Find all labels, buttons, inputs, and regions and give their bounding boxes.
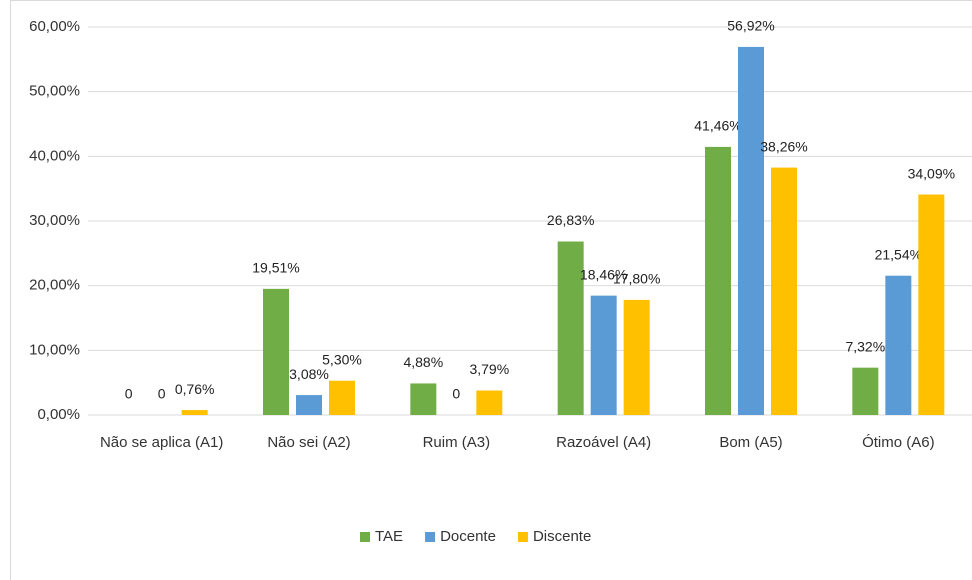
bar xyxy=(263,288,289,415)
data-label: 21,54% xyxy=(875,246,922,262)
y-tick-label: 10,00% xyxy=(29,341,80,358)
legend-swatch xyxy=(517,532,528,542)
data-label: 0 xyxy=(452,386,460,402)
bar xyxy=(623,299,650,415)
data-label: 5,30% xyxy=(322,351,362,367)
data-label: 56,92% xyxy=(727,18,774,34)
bar xyxy=(771,167,797,415)
bar xyxy=(738,46,764,416)
y-tick-label: 50,00% xyxy=(29,83,80,100)
y-tick-label: 60,00% xyxy=(29,18,80,35)
x-tick-label: Ótimo (A6) xyxy=(862,434,935,451)
legend-label: TAE xyxy=(375,528,403,545)
data-label: 3,08% xyxy=(289,366,329,382)
bar xyxy=(476,390,503,415)
y-tick-label: 40,00% xyxy=(29,147,80,164)
data-label: 34,09% xyxy=(908,165,955,181)
bar xyxy=(557,241,584,415)
chart-border xyxy=(10,0,972,580)
x-tick-label: Ruim (A3) xyxy=(422,434,491,451)
x-tick-label: Não sei (A2) xyxy=(267,434,351,451)
data-label: 3,79% xyxy=(469,361,509,377)
bar xyxy=(296,395,322,415)
data-label: 4,88% xyxy=(403,354,443,370)
data-label: 41,46% xyxy=(694,118,741,134)
data-label: 0 xyxy=(158,386,166,402)
data-label: 26,83% xyxy=(547,212,594,228)
y-tick-label: 20,00% xyxy=(29,277,80,294)
bar xyxy=(885,275,912,415)
bar xyxy=(181,410,208,415)
y-tick-label: 0,00% xyxy=(37,406,80,423)
data-label: 19,51% xyxy=(252,260,299,276)
data-label: 0 xyxy=(125,386,133,402)
data-label: 38,26% xyxy=(760,138,807,154)
data-label: 7,32% xyxy=(845,338,885,354)
bar xyxy=(590,295,617,415)
bar xyxy=(410,383,437,415)
bar xyxy=(918,194,945,415)
legend-swatch xyxy=(360,532,370,542)
legend-label: Docente xyxy=(440,528,496,545)
data-label: 17,80% xyxy=(613,271,660,287)
x-tick-label: Bom (A5) xyxy=(719,434,783,451)
data-label: 18,46% xyxy=(580,266,627,282)
bar xyxy=(852,367,879,415)
x-tick-label: Razoável (A4) xyxy=(556,434,652,451)
bar xyxy=(705,146,731,415)
x-tick-label: Não se aplica (A1) xyxy=(99,434,224,451)
bar xyxy=(329,380,355,415)
y-tick-label: 30,00% xyxy=(29,212,80,229)
legend-label: Discente xyxy=(533,528,591,545)
legend-swatch xyxy=(425,532,436,542)
data-label: 0,76% xyxy=(175,381,215,397)
